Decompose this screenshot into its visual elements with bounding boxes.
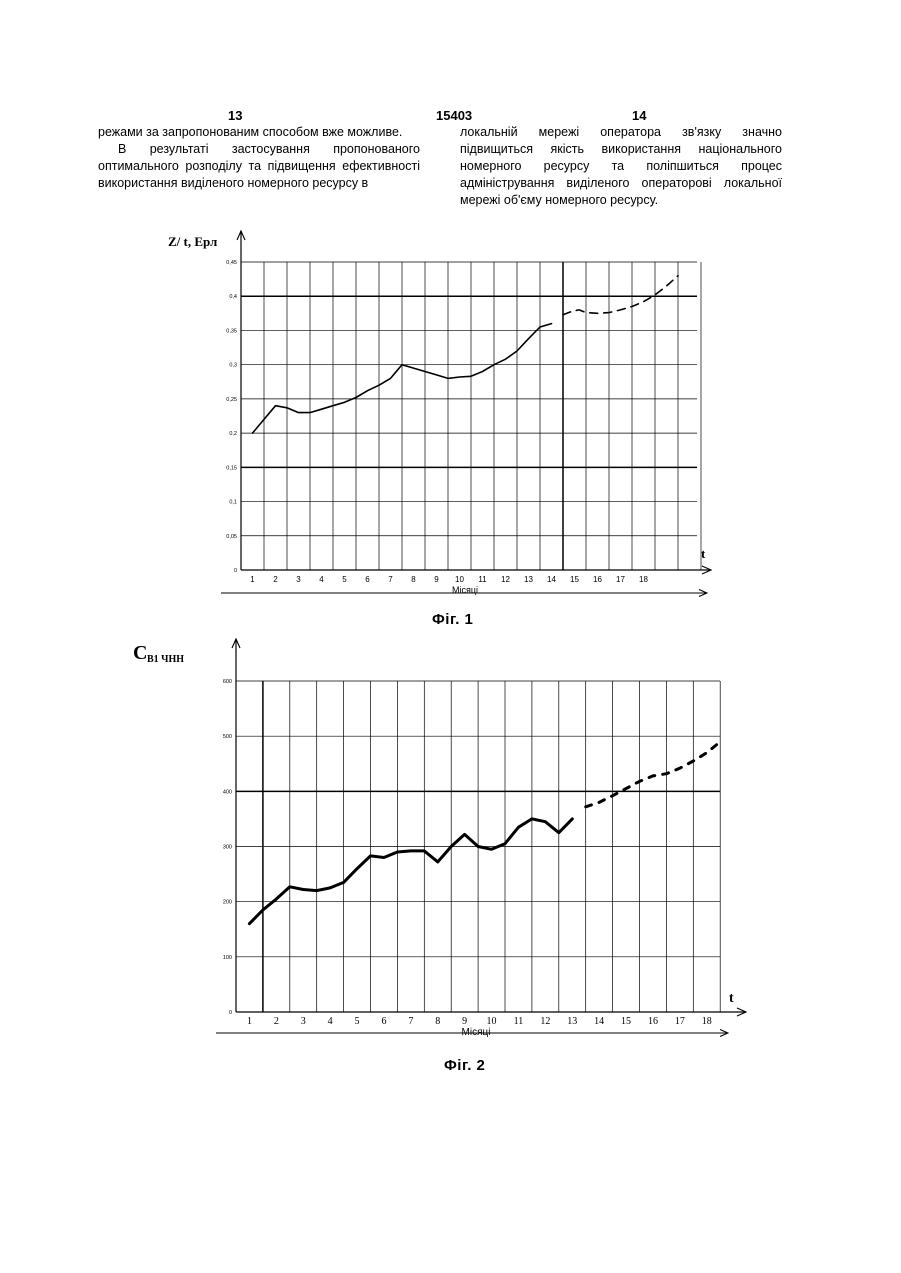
figure-1-chart: 00,050,10,150,20,250,30,350,40,451234567…: [0, 220, 901, 610]
figure-1-x-tick-label: 4: [319, 575, 324, 584]
figure-2-x-tick-label: 8: [435, 1016, 440, 1027]
figure-1-x-tick-label: 18: [639, 575, 648, 584]
right-text-column: локальній мережі оператора зв'язку значн…: [460, 124, 782, 209]
figure-1-y-tick-label: 0: [234, 568, 237, 574]
figure-1-y-tick-label: 0,45: [226, 260, 237, 266]
figure-1-x-tick-label: 15: [570, 575, 579, 584]
figure-1-x-tick-label: 10: [455, 575, 464, 584]
figure-1-y-tick-label: 0,4: [229, 294, 237, 300]
figure-1-x-tick-label: 14: [547, 575, 556, 584]
figure-1-x-tick-label: 9: [434, 575, 439, 584]
figure-2-x-tick-label: 10: [487, 1016, 497, 1027]
figure-2-x-tick-label: 4: [328, 1016, 333, 1027]
figure-1-x-tick-label: 6: [365, 575, 370, 584]
figure-1-x-axis-symbol: t: [701, 546, 706, 561]
left-text-column: режами за запропонованим способом вже мо…: [98, 124, 420, 192]
paragraph-1: режами за запропонованим способом вже мо…: [98, 124, 420, 141]
figure-1-y-tick-label: 0,05: [226, 534, 237, 540]
figure-2-x-axis-label: Місяці: [462, 1027, 491, 1038]
figure-2-series-actual-line: [249, 819, 572, 924]
figure-1-x-tick-label: 1: [250, 575, 255, 584]
figure-1-y-tick-label: 0,2: [229, 431, 237, 437]
figure-1-y-tick-label: 0,3: [229, 363, 237, 369]
figure-2-x-tick-label: 5: [355, 1016, 360, 1027]
figure-2-y-axis-label-main: C: [133, 642, 147, 664]
figure-2-series-forecast-line: [586, 742, 721, 807]
figure-2-x-tick-label: 17: [675, 1016, 685, 1027]
figure-2-y-tick-label: 400: [223, 789, 232, 795]
figure-2-x-tick-label: 11: [514, 1016, 524, 1027]
figure-2-x-tick-label: 7: [408, 1016, 413, 1027]
figure-1-series-forecast-line: [563, 276, 678, 315]
figure-1-y-tick-label: 0,15: [226, 465, 237, 471]
figure-1-y-axis-label: Z/ t, Ерл: [168, 234, 217, 249]
figure-2-x-tick-label: 13: [567, 1016, 577, 1027]
figure-2-x-tick-label: 3: [301, 1016, 306, 1027]
figure-2-plot: 0100200300400500600123456789101112131415…: [216, 639, 746, 1037]
figure-1-y-tick-label: 0,25: [226, 397, 237, 403]
paragraph-2: В результаті застосування пропонованого …: [98, 141, 420, 192]
figure-1-x-tick-label: 5: [342, 575, 347, 584]
page-number-right: 14: [632, 108, 646, 123]
figure-2-x-tick-label: 15: [621, 1016, 631, 1027]
figure-1-x-tick-label: 8: [411, 575, 416, 584]
figure-2-y-tick-label: 300: [223, 845, 232, 851]
figure-1-x-tick-label: 2: [273, 575, 278, 584]
figure-2-y-axis-label-sub: B1 ЧНН: [147, 654, 184, 665]
figure-2-y-tick-label: 500: [223, 734, 232, 740]
figure-1-caption: Фіг. 1: [432, 611, 473, 628]
figure-1-x-tick-label: 13: [524, 575, 533, 584]
figure-2-chart: 0100200300400500600123456789101112131415…: [0, 630, 901, 1050]
figure-2-x-tick-label: 1: [247, 1016, 252, 1027]
figure-1-x-tick-label: 11: [478, 575, 487, 584]
figure-2-y-tick-label: 600: [223, 679, 232, 685]
figure-2-y-tick-label: 200: [223, 900, 232, 906]
figure-2-x-tick-label: 9: [462, 1016, 467, 1027]
figure-2-y-tick-label: 100: [223, 955, 232, 961]
figure-2-x-tick-label: 14: [594, 1016, 604, 1027]
figure-2-x-tick-label: 18: [702, 1016, 712, 1027]
figure-2-x-tick-label: 2: [274, 1016, 279, 1027]
figure-1-y-tick-label: 0,1: [229, 500, 237, 506]
patent-number: 15403: [436, 108, 472, 123]
figure-1-x-tick-label: 3: [296, 575, 301, 584]
figure-2-x-tick-label: 16: [648, 1016, 658, 1027]
figure-1-y-tick-label: 0,35: [226, 328, 237, 334]
figure-2-x-tick-label: 6: [381, 1016, 386, 1027]
figure-2-y-tick-label: 0: [229, 1010, 232, 1016]
figure-1-x-axis-label: Місяці: [452, 585, 478, 595]
figure-1-x-tick-label: 7: [388, 575, 393, 584]
figure-2-x-axis-symbol: t: [729, 991, 734, 1006]
figure-1-x-tick-label: 16: [593, 575, 602, 584]
figure-2-caption: Фіг. 2: [444, 1057, 485, 1074]
paragraph-3: локальній мережі оператора зв'язку значн…: [460, 124, 782, 209]
figure-2-x-tick-label: 12: [540, 1016, 550, 1027]
page-number-left: 13: [228, 108, 242, 123]
figure-1-plot: 00,050,10,150,20,250,30,350,40,451234567…: [221, 231, 711, 597]
figure-1-x-tick-label: 12: [501, 575, 510, 584]
figure-1-x-tick-label: 17: [616, 575, 625, 584]
